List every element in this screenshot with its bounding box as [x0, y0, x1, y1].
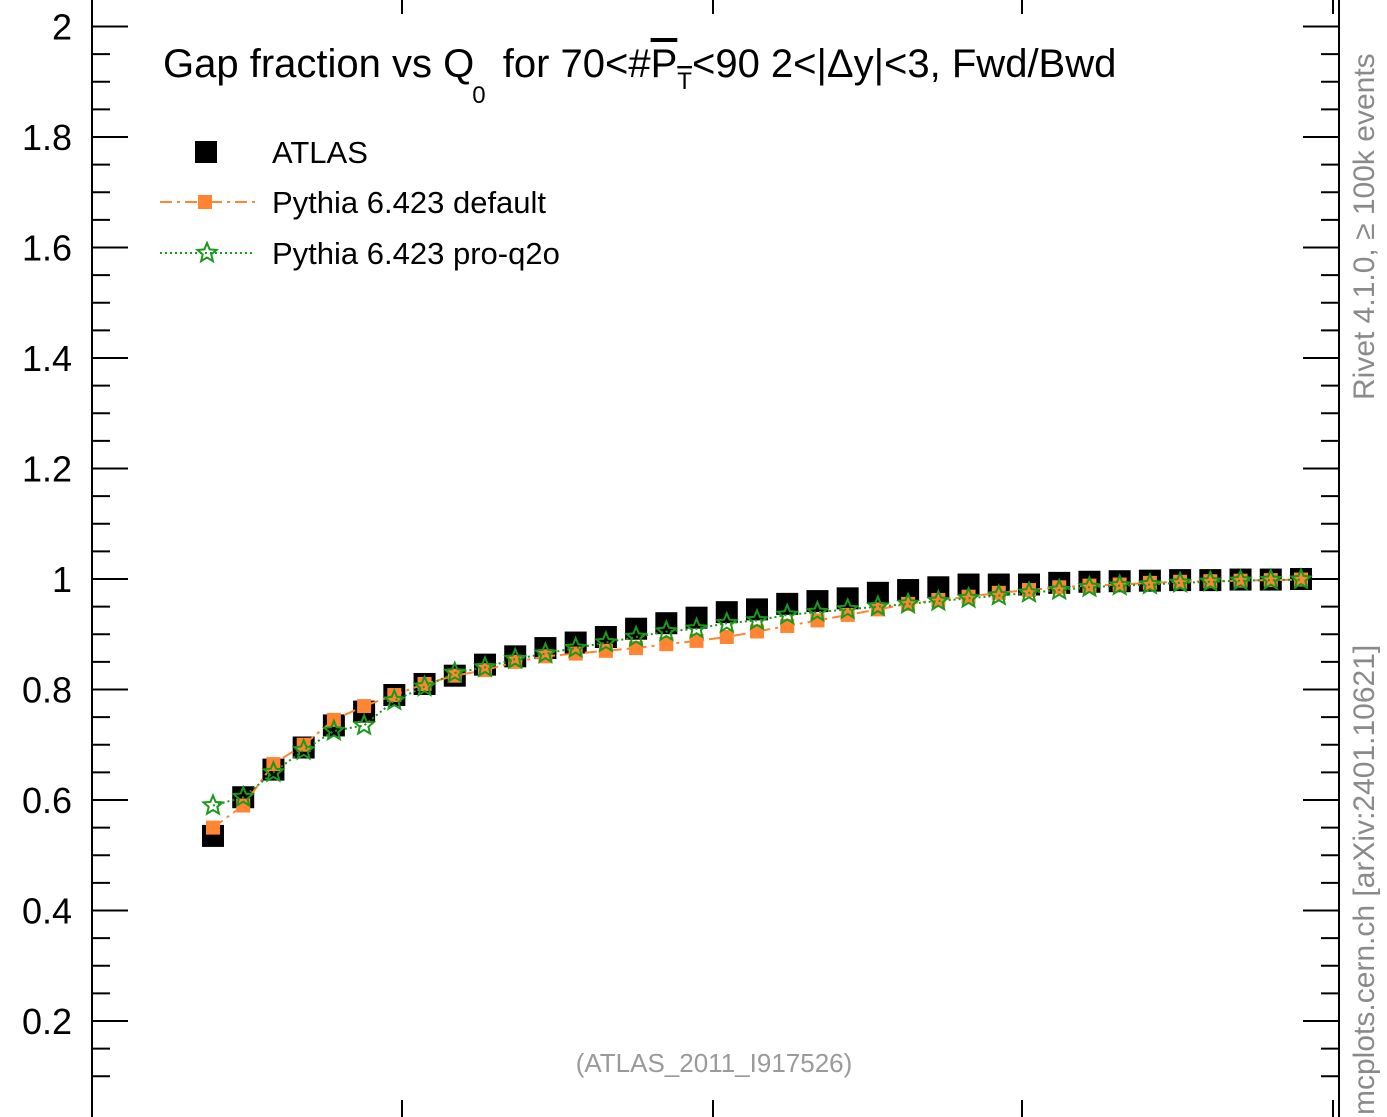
- pythia-pro-q2o-data-point: [291, 737, 316, 761]
- pythia-default-data-point: [387, 688, 402, 703]
- atlas-data-point: [897, 579, 920, 602]
- y-tick-label: 1.4: [22, 338, 72, 379]
- legend-proq2o-marker: [195, 240, 219, 264]
- pythia-pro-q2o-data-point: [412, 674, 437, 697]
- pythia-default-data-point: [689, 633, 704, 648]
- rivet-version-text: Rivet 4.1.0, ≥ 100k events: [1348, 53, 1381, 400]
- pythia-pro-q2o-data-point: [926, 588, 951, 612]
- mcplots-source-text: mcplots.cern.ch [arXiv:2401.10621]: [1348, 645, 1381, 1115]
- series-pythia-pro-q2o: [201, 566, 1313, 816]
- y-tick-label: 0.4: [22, 891, 72, 932]
- pythia-pro-q2o-data-point: [563, 635, 588, 659]
- pythia-pro-q2o-data-point: [1228, 568, 1253, 591]
- pythia-pro-q2o-data-point: [321, 718, 346, 742]
- pythia-pro-q2o-data-point: [1258, 567, 1283, 591]
- pythia-pro-q2o-data-point: [684, 616, 709, 639]
- pythia-pro-q2o-data-point: [835, 596, 860, 620]
- analysis-id-annotation: (ATLAS_2011_I917526): [576, 1048, 853, 1078]
- pythia-default-data-point: [719, 630, 734, 645]
- y-tick-label: 1.6: [22, 228, 72, 269]
- pythia-pro-q2o-data-point: [533, 641, 558, 664]
- pythia-pro-q2o-data-point: [261, 759, 286, 783]
- plot-frame: [91, 0, 1340, 1117]
- y-tick-label: 0.2: [22, 1001, 72, 1042]
- title-over-sub: T: [677, 68, 692, 95]
- y-axis-tick-labels: 0.2 0.4 0.6 0.8 1 1.2 1.4 1.6 1.8 2: [22, 7, 72, 1043]
- pythia-pro-q2o-data-point: [654, 618, 679, 642]
- pythia-default-data-point: [810, 613, 825, 628]
- pythia-pro-q2o-data-point: [956, 585, 981, 609]
- x-axis-ticks: [401, 0, 1334, 1117]
- pythia-default-data-point: [357, 699, 372, 714]
- y-tick-label: 2: [52, 7, 72, 48]
- y-axis-ticks: [92, 25, 1339, 1078]
- title-post: <90 2<|Δy|<3, Fwd/Bwd: [692, 42, 1116, 86]
- pythia-pro-q2o-data-point: [1137, 571, 1162, 595]
- title-pre: Gap fraction vs Q: [163, 42, 474, 86]
- legend-default-label: Pythia 6.423 default: [272, 185, 546, 220]
- pythia-pro-q2o-data-point: [745, 607, 769, 631]
- pythia-pro-q2o-data-point: [473, 654, 497, 678]
- pythia-pro-q2o-data-point: [1017, 580, 1041, 604]
- y-tick-label: 0.8: [22, 670, 72, 711]
- pythia-pro-q2o-data-point: [231, 784, 256, 808]
- y-tick-label: 1: [52, 559, 72, 600]
- pythia-pro-q2o-data-point: [1168, 570, 1193, 594]
- pythia-default-data-point: [659, 637, 674, 652]
- pythia-pro-q2o-data-point: [775, 602, 800, 626]
- pythia-pro-q2o-data-point: [593, 629, 618, 653]
- pythia-pro-q2o-data-point: [352, 712, 377, 736]
- y-tick-label: 1.2: [22, 449, 72, 490]
- legend-proq2o-label: Pythia 6.423 pro-q2o: [272, 236, 560, 271]
- pythia-pro-q2o-data-point: [382, 687, 407, 711]
- y-tick-label: 1.8: [22, 117, 72, 158]
- legend: ATLAS Pythia 6.423 default Pythia 6.423 …: [160, 135, 560, 271]
- pythia-pro-q2o-data-point: [1107, 572, 1132, 596]
- legend-atlas-label: ATLAS: [272, 135, 368, 170]
- pythia-pro-q2o-data-point: [503, 646, 528, 670]
- pythia-default-data-point: [598, 643, 613, 658]
- title-sub: 0: [472, 82, 485, 109]
- pythia-pro-q2o-data-point: [896, 591, 921, 615]
- pythia-default-data-point: [236, 798, 251, 813]
- pythia-pro-q2o-data-point: [805, 599, 830, 623]
- legend-atlas-marker: [195, 141, 217, 163]
- title-over-main: P: [651, 42, 678, 86]
- pythia-pro-q2o-data-point: [714, 610, 739, 634]
- pythia-pro-q2o-data-point: [986, 583, 1011, 606]
- pythia-pro-q2o-line: [212, 578, 1302, 807]
- atlas-data-point: [866, 581, 889, 604]
- pythia-default-data-point: [206, 820, 220, 835]
- pythia-pro-q2o-data-point: [1289, 566, 1313, 590]
- y-tick-label: 0.6: [22, 780, 72, 821]
- pythia-pro-q2o-data-point: [865, 593, 890, 617]
- pythia-default-data-point: [1022, 583, 1036, 598]
- pythia-pro-q2o-data-point: [1047, 577, 1072, 601]
- pythia-pro-q2o-data-point: [442, 660, 467, 684]
- pythia-pro-q2o-data-point: [1077, 574, 1102, 598]
- legend-default-marker: [198, 195, 212, 209]
- title-mid: for 70<#: [492, 42, 652, 86]
- pythia-pro-q2o-data-point: [624, 624, 649, 648]
- pythia-pro-q2o-data-point: [201, 792, 225, 816]
- pythia-pro-q2o-data-point: [1198, 569, 1223, 593]
- atlas-data-point: [927, 576, 950, 599]
